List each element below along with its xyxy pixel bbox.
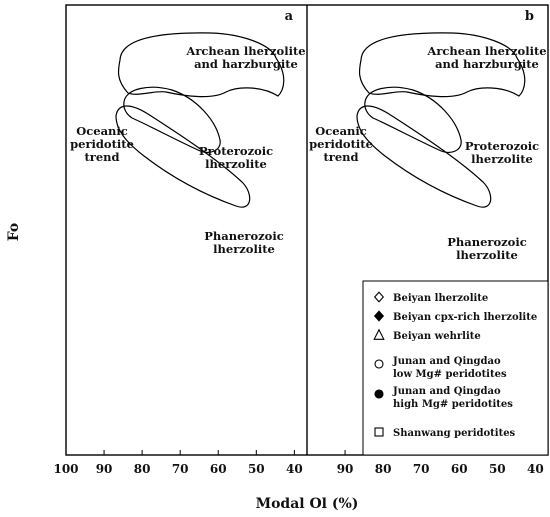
field-label: Proterozoic bbox=[465, 139, 539, 153]
proterozoic-field bbox=[364, 86, 462, 153]
field-label: Proterozoic bbox=[199, 144, 273, 158]
panel-label: b bbox=[525, 9, 534, 24]
archean-field bbox=[117, 32, 285, 98]
field-label: Oceanic bbox=[315, 124, 367, 138]
field-label: lherzolite bbox=[471, 152, 533, 166]
field-label: and harzburgite bbox=[194, 57, 298, 71]
lithology-fields bbox=[115, 32, 526, 208]
x-tick-label: 60 bbox=[451, 462, 468, 476]
legend-entry: Beiyan wehrlite bbox=[373, 328, 481, 342]
chart-texts: 10090807060504082848688909294a9080706050… bbox=[6, 9, 547, 512]
field-label: peridotite bbox=[70, 137, 134, 151]
legend-entry: Beiyan cpx-rich lherzolite bbox=[373, 310, 537, 323]
panel-label: a bbox=[285, 9, 294, 24]
x-tick-label: 80 bbox=[375, 462, 392, 476]
x-tick-label: 80 bbox=[134, 462, 151, 476]
filled-circle-marker bbox=[374, 389, 384, 399]
x-axis-title: Modal Ol (%) bbox=[256, 496, 359, 512]
proterozoic-field bbox=[123, 86, 221, 153]
phanerozoic-field bbox=[356, 105, 492, 208]
legend-entry: Junan and Qingdao high Mg# peridotites bbox=[374, 386, 513, 410]
field-label: lherzolite bbox=[456, 248, 518, 262]
field-label: Oceanic bbox=[76, 124, 128, 138]
legend-entry: Junan and Qingdao low Mg# peridotites bbox=[374, 356, 507, 380]
phanerozoic-field bbox=[115, 105, 251, 208]
x-tick-label: 40 bbox=[527, 462, 544, 476]
x-tick-label: 90 bbox=[337, 462, 354, 476]
panel-fields bbox=[356, 32, 526, 208]
open-diamond-marker bbox=[373, 291, 385, 303]
legend-box bbox=[362, 280, 549, 456]
x-tick-label: 50 bbox=[489, 462, 506, 476]
panel-fields bbox=[115, 32, 285, 208]
legend: Beiyan lherzolite Beiyan cpx-rich lherzol… bbox=[362, 280, 549, 456]
field-label: Phanerozoic bbox=[447, 235, 526, 249]
legend-label: high Mg# peridotites bbox=[393, 399, 513, 410]
field-label: lherzolite bbox=[213, 242, 275, 256]
open-circle-marker bbox=[374, 359, 384, 369]
x-tick-label: 50 bbox=[248, 462, 265, 476]
legend-label: low Mg# peridotites bbox=[393, 369, 507, 380]
open-square-marker bbox=[374, 427, 384, 437]
x-tick-label: 100 bbox=[53, 462, 78, 476]
legend-label: Junan and Qingdao bbox=[392, 386, 501, 397]
field-label: lherzolite bbox=[205, 157, 267, 171]
field-label: trend bbox=[323, 150, 358, 164]
x-tick-label: 60 bbox=[210, 462, 227, 476]
legend-entry: Beiyan lherzolite bbox=[373, 291, 488, 304]
legend-label: Shanwang peridotites bbox=[393, 428, 516, 439]
field-label: trend bbox=[84, 150, 119, 164]
x-tick-label: 70 bbox=[172, 462, 189, 476]
x-tick-label: 40 bbox=[286, 462, 303, 476]
filled-diamond-marker bbox=[373, 310, 385, 322]
field-label: Archean lherzolite bbox=[185, 44, 305, 58]
open-triangle-marker bbox=[373, 328, 385, 340]
archean-field bbox=[358, 32, 526, 98]
y-axis-title: Fo bbox=[6, 223, 22, 242]
field-label: Archean lherzolite bbox=[426, 44, 546, 58]
legend-entry: Shanwang peridotites bbox=[374, 427, 516, 439]
legend-label: Beiyan cpx-rich lherzolite bbox=[393, 312, 537, 323]
legend-label: Beiyan lherzolite bbox=[393, 293, 488, 304]
legend-label: Beiyan wehrlite bbox=[393, 331, 481, 342]
field-label: peridotite bbox=[309, 137, 373, 151]
x-tick-label: 90 bbox=[96, 462, 113, 476]
legend-label: Junan and Qingdao bbox=[392, 356, 501, 367]
x-tick-label: 70 bbox=[413, 462, 430, 476]
field-label: and harzburgite bbox=[435, 57, 539, 71]
field-label: Phanerozoic bbox=[204, 229, 283, 243]
